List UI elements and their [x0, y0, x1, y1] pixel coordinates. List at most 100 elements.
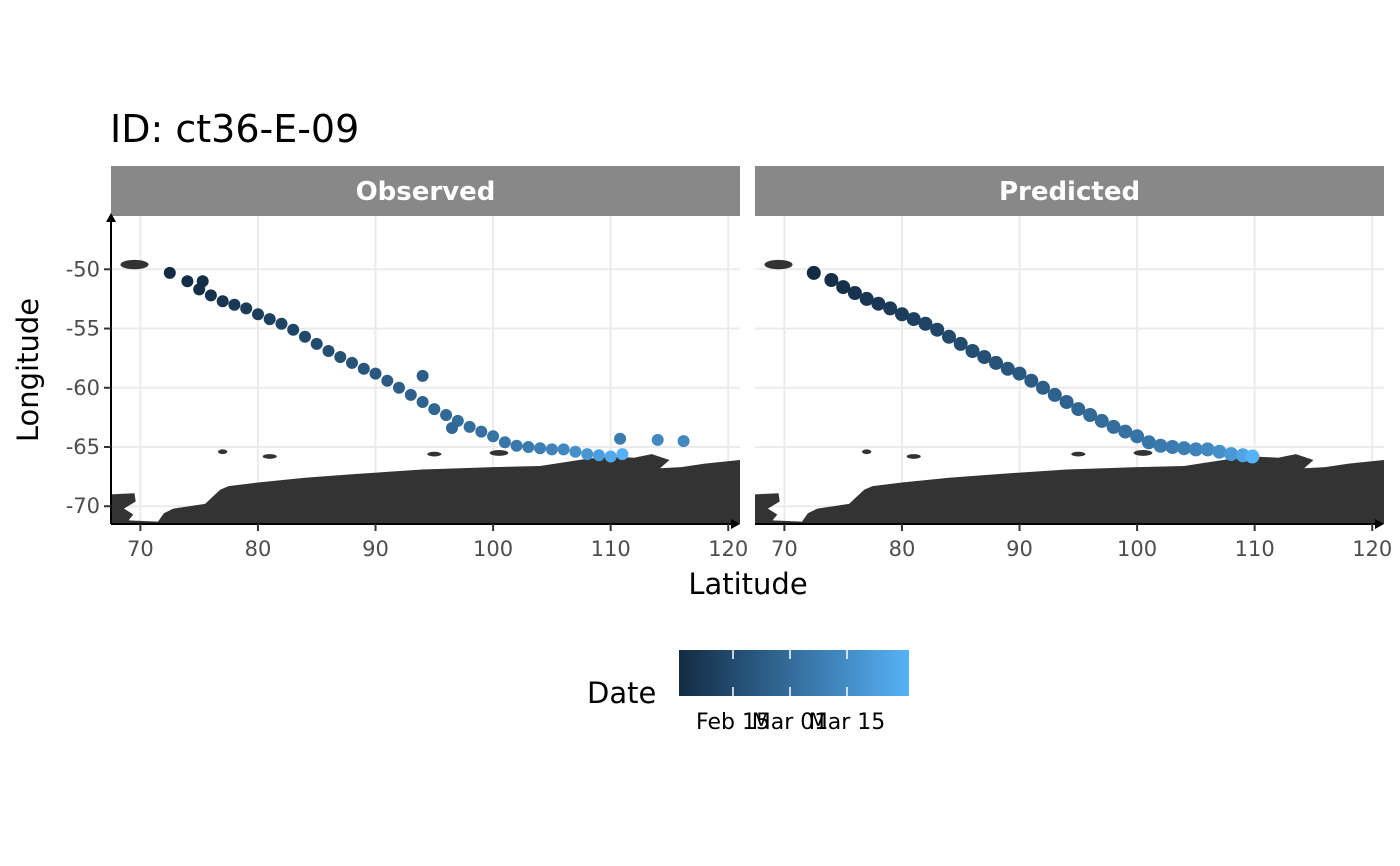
y-tick-label: -70: [66, 494, 100, 518]
data-point: [196, 275, 209, 288]
y-tick-label: -65: [66, 435, 100, 459]
data-point: [545, 443, 558, 456]
legend-label-mar01: Mar 01: [752, 710, 829, 735]
data-point: [1059, 395, 1074, 409]
legend-colorbar: [679, 650, 909, 696]
data-point: [228, 298, 241, 311]
legend-ticks: [732, 650, 848, 696]
legend: Date Feb 15 Mar 01 Mar 15: [587, 650, 909, 735]
data-point: [836, 280, 851, 295]
data-point: [906, 312, 921, 327]
x-axis-arrow-predicted: [1375, 519, 1384, 529]
data-point: [1036, 380, 1050, 395]
x-tick-label: 90: [362, 537, 389, 561]
data-point: [847, 286, 862, 300]
strip-predicted: [755, 166, 1384, 216]
strip-observed: [111, 166, 740, 216]
data-point: [1047, 387, 1062, 402]
island: [862, 449, 872, 455]
data-point: [369, 367, 382, 380]
data-point: [883, 301, 898, 316]
data-point: [1177, 441, 1192, 456]
data-point: [1188, 442, 1203, 457]
data-point: [1153, 438, 1168, 453]
x-tick-label: 100: [473, 537, 513, 561]
data-point: [322, 345, 335, 357]
data-point: [953, 336, 968, 351]
data-point: [557, 443, 570, 456]
island: [218, 449, 228, 455]
x-tick-label: 70: [771, 537, 798, 561]
data-point: [522, 441, 535, 453]
island: [427, 451, 442, 457]
land-mass: [755, 454, 1384, 524]
data-point: [416, 369, 429, 382]
data-point: [404, 388, 417, 401]
data-point: [1212, 444, 1227, 459]
data-point: [1024, 373, 1039, 388]
data-point: [204, 289, 217, 302]
data-point: [1012, 366, 1027, 381]
x-axis-arrow-observed: [731, 519, 740, 529]
y-tick-labels: -50 -55 -60 -65 -70: [66, 257, 111, 518]
data-point: [918, 316, 933, 331]
data-point: [299, 330, 311, 343]
data-point: [416, 396, 429, 408]
data-point: [1094, 413, 1109, 428]
data-point: [895, 307, 909, 322]
data-point: [616, 448, 629, 461]
data-point: [381, 374, 394, 387]
data-point: [498, 436, 511, 449]
x-tick-label: 120: [708, 537, 748, 561]
data-point: [440, 409, 453, 421]
y-tick-label: -55: [66, 317, 100, 341]
data-point: [428, 403, 441, 416]
data-point: [569, 445, 582, 458]
x-tick-label: 110: [591, 537, 631, 561]
x-tick-label: 120: [1352, 537, 1392, 561]
panel-predicted: Predicted: [755, 166, 1384, 524]
data-point: [592, 449, 605, 462]
island: [906, 454, 921, 459]
data-point: [806, 265, 821, 280]
data-point: [310, 337, 323, 350]
island: [489, 449, 509, 456]
strip-label-predicted: Predicted: [999, 177, 1140, 207]
legend-title: Date: [587, 676, 656, 710]
data-point: [263, 313, 276, 326]
data-point: [965, 344, 980, 358]
data-point: [677, 435, 690, 448]
data-point: [604, 450, 617, 463]
data-point: [651, 433, 664, 446]
data-point: [334, 351, 347, 363]
data-point: [930, 322, 945, 337]
data-point: [1000, 361, 1015, 376]
data-point: [581, 448, 594, 461]
data-point: [1106, 419, 1121, 434]
data-point: [824, 273, 839, 287]
data-point: [1118, 424, 1133, 439]
data-point: [1200, 442, 1215, 457]
x-tick-label: 100: [1117, 537, 1157, 561]
x-tick-labels: 70 80 90 100 110 120 70 80 90 100 110 120: [127, 524, 1392, 561]
land-observed: [111, 259, 740, 524]
x-tick-label: 80: [889, 537, 916, 561]
y-axis-arrow: [106, 213, 116, 222]
data-point: [463, 420, 476, 433]
data-point: [287, 323, 300, 336]
x-tick-label: 110: [1235, 537, 1275, 561]
data-point: [942, 329, 956, 344]
data-point: [446, 422, 458, 434]
data-point: [181, 275, 194, 288]
island: [120, 259, 149, 270]
data-point: [1083, 408, 1098, 422]
data-point: [487, 430, 500, 443]
data-point: [475, 425, 488, 438]
x-tick-label: 80: [245, 537, 272, 561]
data-point: [871, 296, 886, 311]
points-predicted: [806, 265, 1260, 464]
data-point: [357, 362, 370, 375]
data-point: [393, 381, 405, 394]
data-point: [614, 432, 627, 445]
x-tick-label: 70: [127, 537, 154, 561]
